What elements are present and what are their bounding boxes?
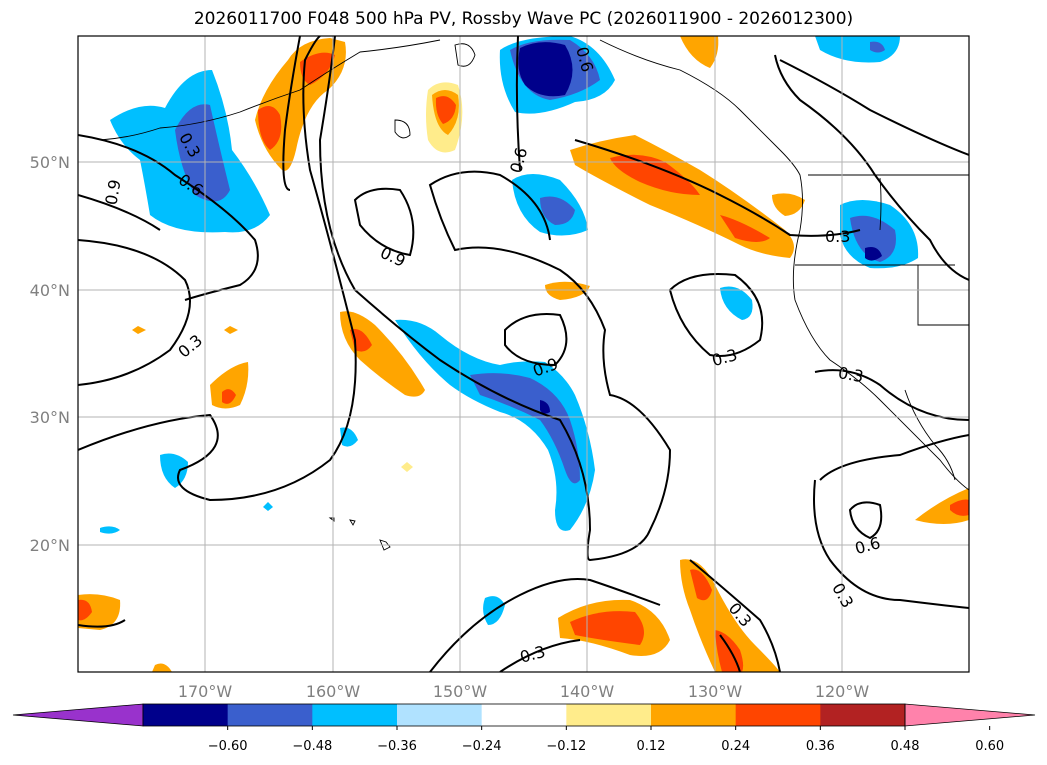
colorbar-segment	[735, 704, 821, 726]
lat-tick-label: 40°N	[30, 281, 70, 300]
colorbar-segment	[651, 704, 737, 726]
negative-anomaly-region	[175, 104, 230, 202]
colorbar-tick-label: −0.12	[546, 739, 586, 754]
lon-tick-label: 160°W	[306, 682, 361, 701]
colorbar-tick-label: 0.24	[721, 739, 750, 754]
contour-label: 0.3	[518, 642, 548, 667]
colorbar-segment	[143, 704, 229, 726]
coastlines	[99, 39, 969, 551]
lon-tick-label: 140°W	[560, 682, 615, 701]
contour-label: 0.6	[853, 533, 883, 558]
contour-label: 0.6	[506, 146, 531, 176]
map-gridlines	[78, 36, 969, 672]
colorbar-tick-label: −0.60	[208, 739, 248, 754]
colorbar-segment	[312, 704, 398, 726]
colorbar-tick-label: 0.36	[806, 739, 835, 754]
contour-label: 0.9	[377, 243, 408, 271]
colorbar-tick-label: 0.48	[891, 739, 920, 754]
colorbar-frame	[142, 703, 906, 727]
lat-tick-label: 20°N	[30, 536, 70, 555]
map-frame	[77, 35, 970, 673]
contour-label: 0.3	[710, 345, 740, 370]
colorbar-tick-label: −0.48	[292, 739, 332, 754]
colorbar-segment	[481, 704, 567, 726]
contour-label: 0.3	[825, 227, 850, 246]
lat-tick-label: 30°N	[30, 408, 70, 427]
contour-label: 0.9	[101, 178, 124, 206]
colorbar-tick-label: 0.12	[637, 739, 666, 754]
lon-tick-labels: 170°W 160°W 150°W 140°W 130°W 120°W	[178, 682, 870, 701]
colorbar-segment	[227, 704, 313, 726]
colorbar-extend-high	[904, 703, 1036, 727]
lat-tick-labels: 50°N 40°N 30°N 20°N	[30, 153, 70, 555]
pc-contours	[78, 36, 969, 672]
pv-anomaly-shading	[78, 36, 969, 672]
colorbar-tick-label: −0.36	[377, 739, 417, 754]
lat-tick-label: 50°N	[30, 153, 70, 172]
colorbar-segment	[397, 704, 483, 726]
map-title: 2026011700 F048 500 hPa PV, Rossby Wave …	[193, 9, 854, 29]
lon-tick-label: 170°W	[178, 682, 233, 701]
contour-label: 0.3	[837, 363, 865, 386]
colorbar-segment	[566, 704, 652, 726]
lon-tick-label: 150°W	[433, 682, 488, 701]
colorbar-tick-label: 0.60	[975, 739, 1004, 754]
colorbar: −0.60 −0.48 −0.36 −0.24 −0.12 0.12 0.24 0.36 0.4…	[12, 703, 1036, 754]
colorbar-extend-low	[12, 703, 144, 727]
lon-tick-label: 120°W	[815, 682, 870, 701]
lon-tick-label: 130°W	[688, 682, 743, 701]
colorbar-tick-label: −0.24	[462, 739, 502, 754]
colorbar-segment	[820, 704, 906, 726]
